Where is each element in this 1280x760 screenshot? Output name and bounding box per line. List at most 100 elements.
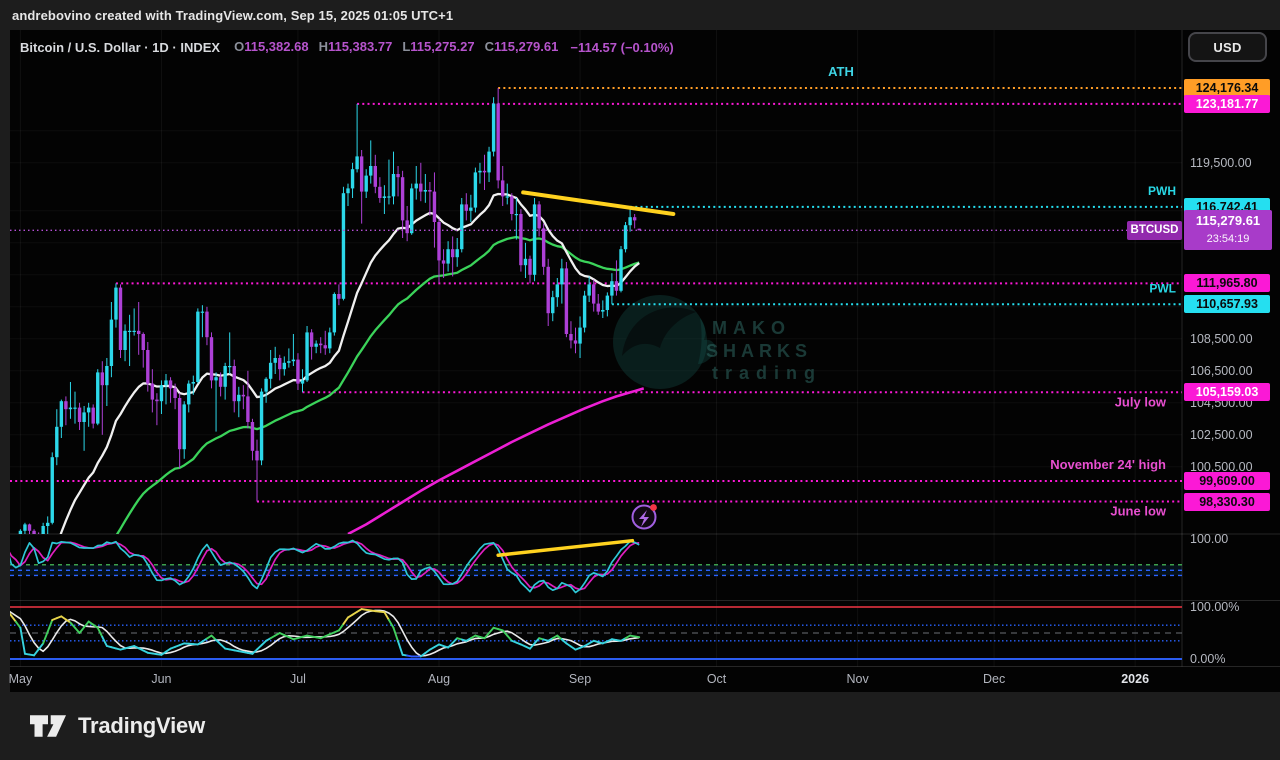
panel3-gradient-line: [447, 641, 454, 649]
panel3-gradient-line: [256, 644, 263, 651]
panel3-gradient-line: [10, 614, 17, 623]
ma-slow-line: [347, 387, 645, 534]
time-axis-label: Jul: [289, 672, 306, 686]
chart-background: [10, 30, 1280, 692]
time-axis-label: Nov: [846, 672, 869, 686]
time-axis-label: Sep: [568, 672, 592, 686]
symbol-header: Bitcoin / U.S. Dollar · 1D · INDEX O115,…: [20, 38, 674, 56]
panel2-stochastic: [10, 538, 1182, 594]
ohlc-pair: H115,383.77: [318, 39, 393, 54]
panel3-gradient-line: [101, 635, 108, 647]
panel3-gradient-line: [483, 632, 490, 640]
panel3-gradient-line: [506, 634, 513, 642]
ohlc-pair: C115,279.61: [484, 39, 559, 54]
panel3-oscillator: [10, 606, 1182, 660]
time-axis-label: Dec: [982, 672, 1006, 686]
panel3-gradient-line: [10, 612, 13, 617]
panel3-gradient-line: [451, 637, 459, 644]
attribution-bar: andrebovino created with TradingView.com…: [0, 0, 1280, 30]
lightning-marker-icon: [631, 504, 657, 530]
panel3-gradient-line: [219, 643, 227, 650]
price-tick-label: 100,500.00: [1190, 459, 1253, 474]
price-level-label: 99,609.00: [1184, 472, 1270, 491]
tradingview-logo-text[interactable]: TradingView: [78, 713, 205, 738]
price-level-lines: [10, 86, 1182, 503]
last-price-value: 115,279.61: [1195, 213, 1261, 229]
chart-annotation: July low: [1115, 394, 1167, 409]
time-axis-label: May: [8, 672, 33, 686]
panel3-gradient-line: [69, 621, 76, 629]
price-level-label: 98,330.30: [1184, 492, 1270, 511]
price-level-label: 110,657.93: [1184, 295, 1270, 314]
panel3-gradient-line: [488, 626, 495, 634]
panel3-gradient-line: [501, 629, 509, 637]
currency-toggle-button[interactable]: USD: [1188, 32, 1267, 62]
panel2-axis-label: 100.00: [1190, 532, 1229, 546]
tradingview-logo-icon[interactable]: [28, 708, 68, 744]
attribution-text: andrebovino created with TradingView.com…: [12, 7, 454, 23]
panel3-gradient-line: [633, 635, 641, 639]
bar-countdown: 23:54:19: [1206, 233, 1250, 246]
ohlc-pair: O115,382.68: [234, 39, 309, 54]
panel3-gradient-line: [78, 626, 86, 634]
price-tick-label: 108,500.00: [1190, 331, 1253, 346]
price-level-label: 124,176.34: [1184, 78, 1270, 97]
watermark-text: trading: [712, 363, 822, 383]
panel3-axis-top-label: 100.00%: [1190, 600, 1240, 614]
panel3-gradient-line: [210, 634, 218, 641]
watermark-text: SHARKS: [706, 341, 812, 361]
oscillator-trendline: [496, 538, 635, 557]
panel3-gradient-line: [33, 648, 40, 657]
price-tick-label: 119,500.00: [1190, 155, 1252, 170]
panel3-gradient-line: [397, 640, 404, 656]
ohlc-values: O115,382.68 H115,383.77 L115,275.27 C115,27…: [234, 38, 568, 56]
ohlc-pair: L115,275.27: [402, 39, 475, 54]
panel3-gradient-line: [342, 616, 349, 625]
panel3-axis-bottom-label: 0.00%: [1190, 652, 1226, 666]
chart-annotation: PWH: [1148, 184, 1176, 198]
time-axis-label: Aug: [427, 672, 451, 686]
time-axis-label: 2026: [1121, 672, 1150, 686]
price-level-label: 111,965.80: [1184, 274, 1270, 293]
panel3-gradient-line: [215, 638, 222, 646]
price-level-label: 105,159.03: [1184, 383, 1270, 402]
panel3-gradient-line: [533, 637, 541, 645]
panel3-gradient-line: [74, 626, 81, 634]
panel3-gradient-line: [556, 634, 563, 641]
panel3-gradient-line: [19, 626, 26, 655]
time-axis-label: Jun: [151, 672, 172, 686]
price-tick-label: 102,500.00: [1190, 427, 1253, 442]
change-value: −114.57 (−0.10%): [570, 39, 674, 55]
watermark-text: MAKO: [712, 318, 791, 338]
candlestick-series: [18, 87, 641, 534]
alert-dot: [650, 504, 657, 511]
last-price-flag: 115,279.61 23:54:19: [1184, 210, 1272, 251]
stoch-k-line: [10, 539, 640, 594]
chart-annotation: PWL: [1149, 281, 1176, 295]
panel3-gradient-line: [251, 648, 258, 655]
grid-lines: [10, 30, 1182, 667]
panel3-gradient-line: [560, 638, 568, 645]
panel3-gradient-line: [46, 619, 54, 633]
panel3-gradient-line: [529, 642, 536, 650]
symbol-title[interactable]: Bitcoin / U.S. Dollar · 1D · INDEX: [20, 39, 221, 55]
panel3-gradient-line: [392, 626, 399, 643]
panel3-gradient-line: [383, 611, 390, 621]
resistance-trendline: [521, 190, 676, 216]
footer-bar: TradingView: [0, 692, 1280, 760]
watermark-splash: [698, 318, 716, 364]
panel3-gradient-line: [337, 622, 345, 632]
chart-annotation: June low: [1110, 504, 1167, 519]
panel3-gradient-line: [388, 619, 395, 629]
panel3-gradient-line: [37, 642, 45, 651]
symbol-price-flag: BTCUSD: [1127, 220, 1182, 240]
panel3-gradient-line: [260, 639, 268, 647]
panel3-gradient-line: [83, 620, 90, 629]
panel3-gradient-line: [96, 626, 104, 638]
panel3-gradient-line: [42, 630, 49, 645]
price-level-label: 123,181.77: [1184, 94, 1270, 113]
shark-silhouette: [622, 307, 696, 356]
